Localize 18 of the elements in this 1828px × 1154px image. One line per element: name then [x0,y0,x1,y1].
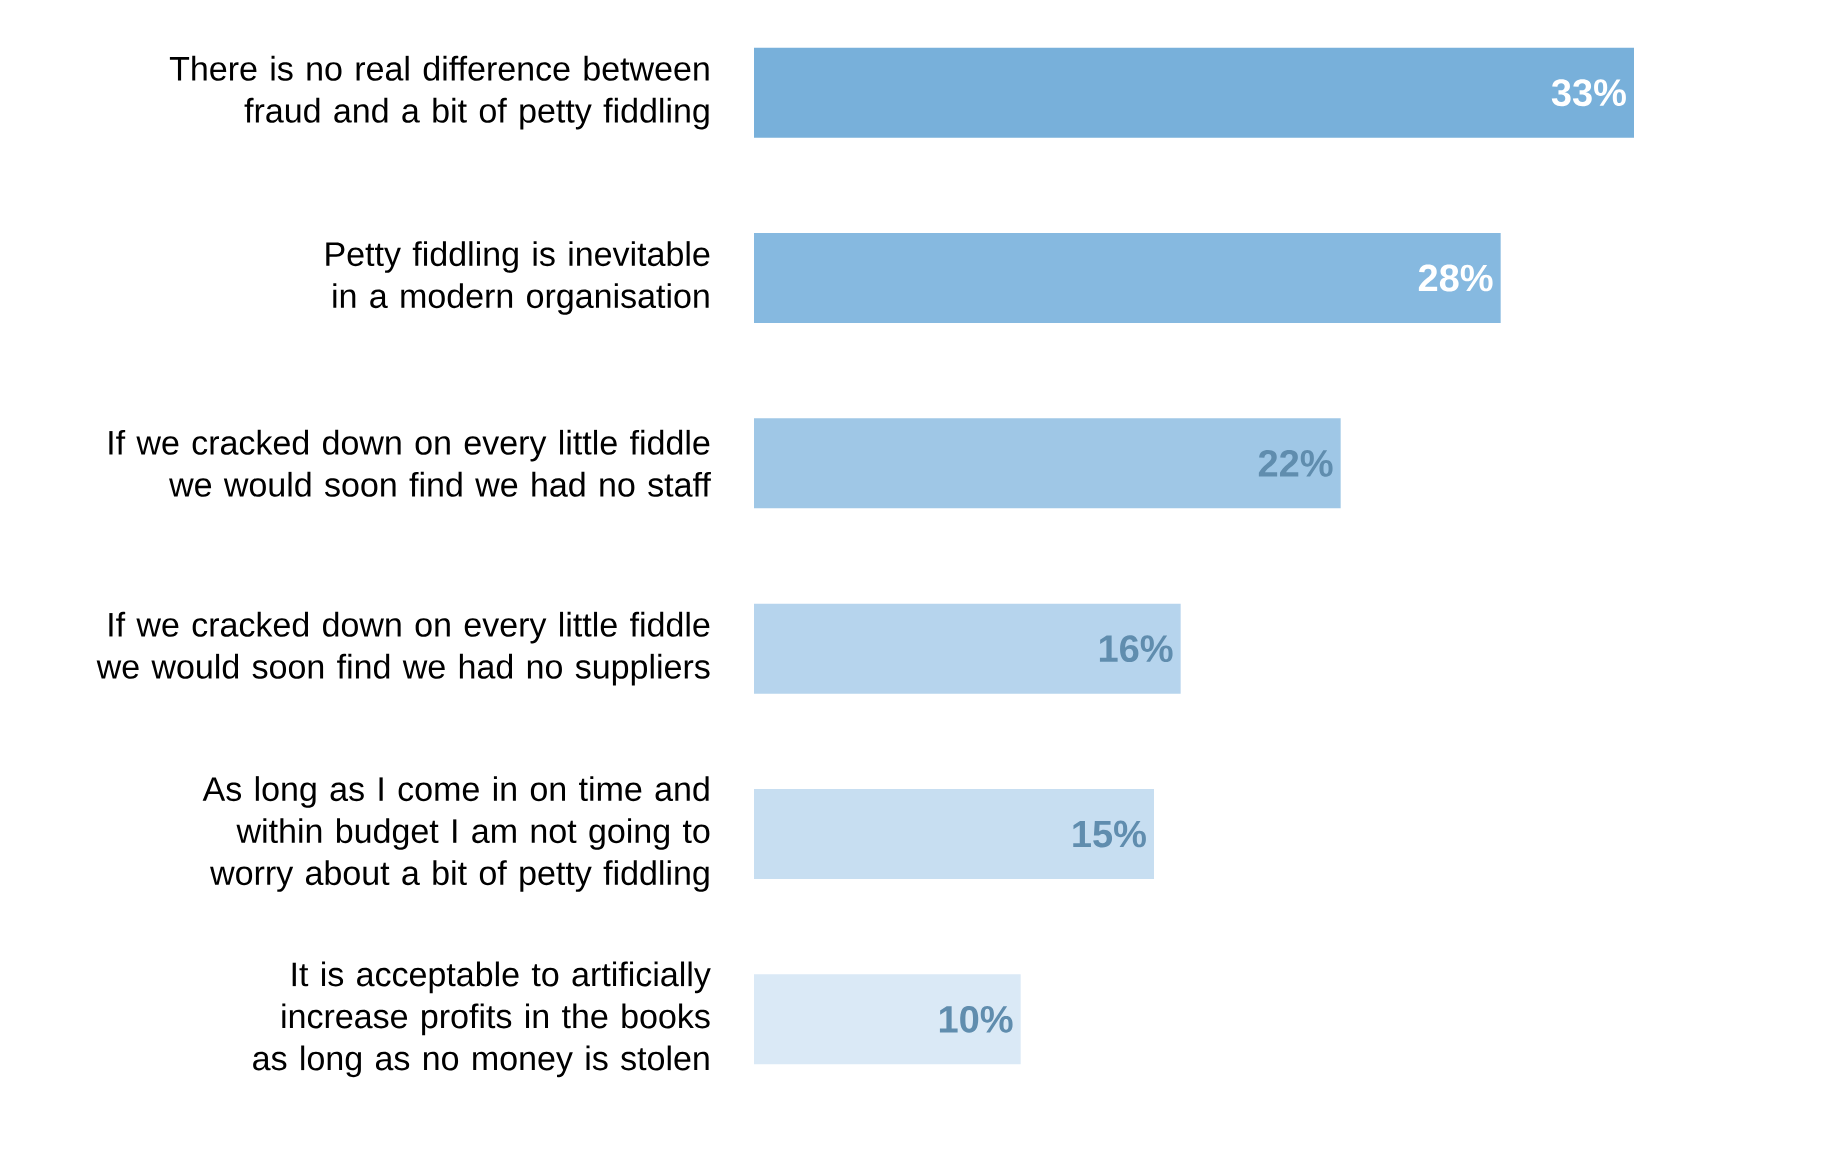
bar [754,418,1341,509]
y-tick-label: As long as I come in on time and within budget I am not going to worry about a bit of petty fiddling [202,776,710,892]
bar [754,47,1634,138]
y-tick-label: There is no real difference between fraud and a bit of petty fiddling [169,55,709,130]
data-label: 10% [939,1005,1013,1033]
data-label: 16% [1099,635,1173,663]
y-tick-label: Petty fiddling is inevitable in a modern organisation [326,241,710,315]
data-label: 33% [1551,79,1626,107]
bar [754,789,1154,879]
bar [754,232,1501,323]
y-tick-label: If we cracked down on every little fiddle we would soon find we had no staff [109,429,711,497]
y-tick-label: It is acceptable to artificially increase profits in the books as long as no money is stolen [253,961,711,1078]
bar [754,603,1181,694]
bar [754,974,1021,1065]
data-label: 28% [1418,264,1493,292]
y-tick-label: If we cracked down on every little fiddle we would soon find we had no suppliers [96,611,710,686]
data-label: 15% [1073,820,1146,848]
data-label: 22% [1258,449,1333,477]
